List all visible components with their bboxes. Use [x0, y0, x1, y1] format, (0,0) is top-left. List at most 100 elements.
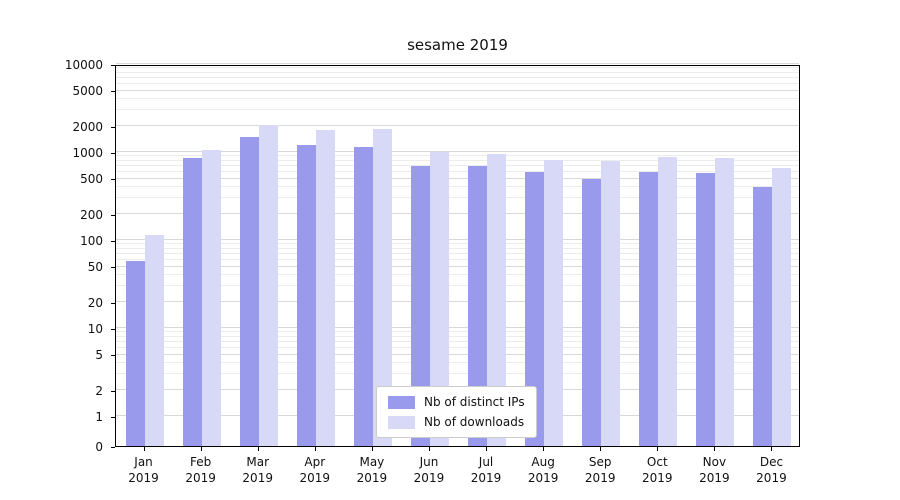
minor-gridline: [116, 258, 799, 260]
major-gridline: [116, 353, 799, 355]
x-tick-month: Sep: [588, 455, 612, 469]
bar-nb-of-downloads-jul: [487, 153, 507, 446]
bar-nb-of-downloads-may: [372, 128, 392, 446]
minor-gridline: [116, 373, 799, 375]
x-tick-month: Aug: [531, 455, 555, 469]
y-tick-label-0: 0: [95, 440, 103, 454]
x-tick-month: Mar: [246, 455, 270, 469]
legend-item-downloads: Nb of downloads: [388, 415, 525, 429]
minor-gridline: [116, 155, 799, 157]
y-tick-mark: [111, 447, 115, 448]
y-tick-label-1: 1: [95, 410, 103, 424]
x-tick-mark: [314, 447, 316, 451]
x-tick-mark: [543, 447, 545, 451]
minor-gridline: [116, 331, 799, 333]
y-tick-mark: [111, 91, 115, 93]
y-tick-label-2: 2: [95, 383, 103, 398]
major-gridline: [116, 89, 799, 91]
minor-gridline: [116, 285, 799, 287]
minor-gridline: [116, 197, 799, 199]
x-tick-year: 2019: [128, 471, 159, 485]
y-tick-label-5000: 5000: [72, 84, 103, 99]
x-tick-year: 2019: [699, 471, 730, 485]
x-tick-mark: [657, 447, 659, 451]
y-tick-mark: [111, 126, 115, 128]
x-tick-label-jun: Jun 2019: [394, 454, 464, 486]
x-tick-label-sep: Sep 2019: [565, 454, 635, 486]
y-tick-mark: [111, 390, 115, 392]
chart-title: sesame 2019: [407, 36, 508, 54]
y-tick-mark: [111, 355, 115, 357]
minor-gridline: [116, 252, 799, 254]
minor-gridline: [116, 67, 799, 69]
y-tick-mark: [111, 267, 115, 269]
bar-nb-of-downloads-aug: [544, 159, 564, 446]
minor-gridline: [116, 98, 799, 100]
x-tick-label-feb: Feb 2019: [166, 454, 236, 486]
y-tick-label-2000: 2000: [72, 119, 103, 134]
bar-nb-of-downloads-oct: [658, 156, 678, 446]
bar-nb-of-distinct-ips-apr: [296, 145, 316, 446]
y-tick-label-500: 500: [80, 172, 103, 187]
x-tick-mark: [200, 447, 202, 451]
x-tick-month: Nov: [702, 455, 727, 469]
x-tick-mark: [257, 447, 259, 451]
major-gridline: [116, 327, 799, 328]
bar-nb-of-distinct-ips-jan: [125, 260, 145, 446]
minor-gridline: [116, 362, 799, 364]
x-tick-year: 2019: [413, 471, 445, 485]
major-gridline: [116, 265, 799, 267]
x-tick-mark: [428, 447, 430, 451]
bar-nb-of-downloads-jun: [429, 152, 449, 446]
x-tick-month: Oct: [646, 455, 668, 469]
bar-nb-of-distinct-ips-aug: [525, 171, 545, 446]
major-gridline: [116, 63, 799, 64]
y-tick-label-50: 50: [87, 260, 103, 275]
bar-nb-of-downloads-jan: [144, 234, 164, 446]
legend-label-distinct-ips: Nb of distinct IPs: [424, 395, 525, 409]
x-tick-year: 2019: [584, 471, 616, 485]
minor-gridline: [116, 109, 799, 111]
x-tick-label-mar: Mar 2019: [223, 454, 293, 486]
bar-nb-of-distinct-ips-dec: [753, 187, 773, 446]
minor-gridline: [116, 71, 799, 73]
x-tick-month: Jan: [134, 455, 153, 469]
minor-gridline: [116, 335, 799, 337]
x-tick-mark: [771, 447, 773, 451]
x-tick-year: 2019: [242, 471, 273, 485]
x-tick-label-dec: Dec 2019: [736, 454, 806, 486]
y-tick-mark: [111, 65, 115, 66]
bar-nb-of-distinct-ips-nov: [696, 173, 716, 446]
bar-nb-of-downloads-sep: [601, 161, 621, 446]
minor-gridline: [116, 170, 799, 172]
x-tick-year: 2019: [642, 471, 673, 485]
x-tick-label-jan: Jan 2019: [109, 454, 179, 486]
bar-nb-of-distinct-ips-oct: [639, 171, 659, 446]
bar-nb-of-downloads-nov: [715, 158, 735, 446]
x-tick-year: 2019: [470, 471, 502, 485]
legend: Nb of distinct IPs Nb of downloads: [376, 386, 537, 438]
minor-gridline: [116, 164, 799, 166]
legend-swatch-distinct-ips: [388, 395, 415, 409]
major-gridline: [116, 177, 799, 179]
x-tick-mark: [714, 447, 716, 451]
x-tick-month: Apr: [304, 455, 326, 469]
y-tick-mark: [111, 179, 115, 181]
bar-nb-of-distinct-ips-jun: [410, 165, 430, 446]
x-tick-label-jul: Jul 2019: [451, 454, 521, 486]
minor-gridline: [116, 274, 799, 276]
y-tick-mark: [111, 214, 115, 216]
bar-nb-of-distinct-ips-feb: [182, 158, 202, 446]
bar-nb-of-downloads-dec: [772, 168, 792, 446]
bar-nb-of-distinct-ips-jul: [468, 165, 488, 446]
legend-label-downloads: Nb of downloads: [424, 415, 525, 429]
minor-gridline: [116, 76, 799, 78]
x-tick-year: 2019: [356, 471, 388, 485]
x-tick-mark: [486, 447, 488, 451]
x-tick-year: 2019: [299, 471, 331, 485]
y-tick-mark: [111, 302, 115, 304]
x-tick-month: Feb: [190, 455, 212, 469]
y-tick-label-100: 100: [80, 234, 103, 248]
x-tick-month: Jul: [478, 455, 494, 469]
